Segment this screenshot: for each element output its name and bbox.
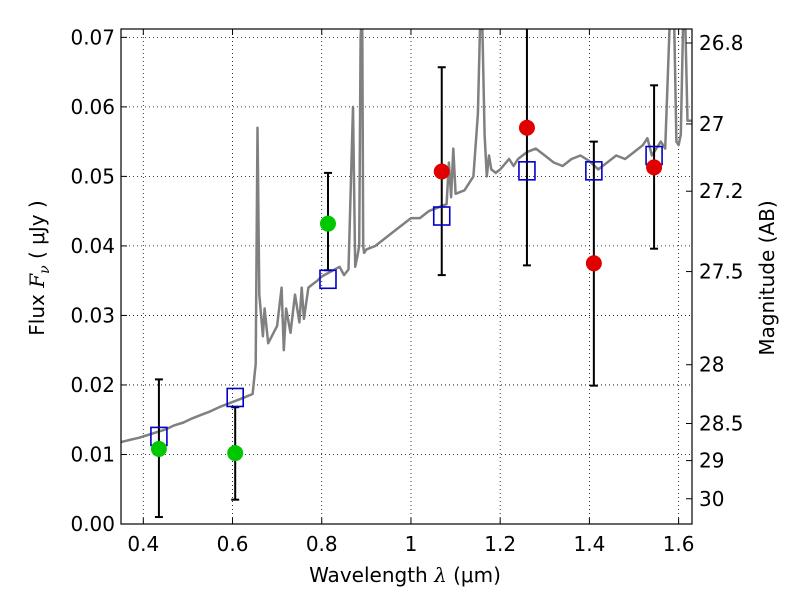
model-photometry-square	[585, 161, 603, 181]
magnitude-tick-label: 28.5	[699, 412, 744, 436]
magnitude-tick-label: 27.5	[699, 260, 744, 284]
plot-area	[121, 29, 692, 524]
model-photometry-square	[432, 206, 451, 226]
observed-optical-point	[227, 445, 244, 462]
magnitude-tick-label: 29	[699, 449, 724, 473]
y-tick-label: 0.04	[70, 234, 115, 258]
observed-infrared-point	[433, 163, 450, 180]
x-tick-labels: 0.4 0.6 0.8 1 1.2 1.4 1.6	[127, 532, 694, 556]
model-photometry-square	[226, 387, 244, 408]
y-tick-label: 0.03	[70, 303, 115, 327]
data-layer	[121, 29, 692, 444]
x-tick-label: 1.4	[573, 532, 605, 556]
observed-optical-point	[150, 440, 167, 457]
y-axis-label-text: Flux	[25, 294, 49, 336]
magnitude-tick-labels: 26.8 27 27.2 27.5 28 28.5 29 30	[699, 31, 744, 511]
x-tick-label: 1.6	[663, 532, 695, 556]
magnitude-tick-label: 30	[699, 487, 724, 511]
magnitude-tick-label: 27	[699, 112, 724, 136]
magnitude-tick-label: 28	[699, 353, 724, 377]
x-axis-label: Wavelength λ (μm)	[309, 563, 501, 587]
model-photometry-square	[518, 161, 536, 181]
x-tick-label: 1	[405, 532, 418, 556]
observed-infrared-point	[646, 159, 663, 176]
model-spectrum-line	[121, 29, 692, 444]
y-tick-label: 0.05	[70, 164, 115, 188]
observed-infrared-point	[518, 119, 535, 136]
y-tick-label: 0.00	[70, 512, 115, 536]
magnitude-tick-label: 26.8	[699, 31, 744, 55]
observed-infrared-point	[585, 255, 602, 272]
y-tick-label: 0.06	[70, 95, 115, 119]
model-photometry-square	[319, 269, 337, 290]
y-tick-label: 0.02	[70, 373, 115, 397]
magnitude-axis-label: Magnitude (AB)	[755, 200, 779, 355]
markers	[150, 119, 663, 462]
y-axis-label: Flux Fν ( μJy )	[25, 200, 53, 335]
x-tick-label: 0.4	[127, 532, 159, 556]
observed-optical-point	[319, 215, 336, 232]
flux-symbol: F	[25, 273, 49, 289]
grid	[121, 29, 692, 525]
x-axis-label-text: Wavelength	[309, 563, 428, 587]
lambda-symbol: λ	[433, 563, 447, 587]
x-axis-unit: (μm)	[453, 563, 501, 587]
y-tick-label: 0.07	[70, 25, 115, 49]
x-tick-label: 1.2	[484, 532, 516, 556]
y-tick-labels: 0.00 0.01 0.02 0.03 0.04 0.05 0.06 0.07	[70, 25, 115, 536]
x-tick-label: 0.6	[217, 532, 249, 556]
ticks	[121, 29, 692, 525]
x-tick-label: 0.8	[306, 532, 338, 556]
nu-subscript: ν	[37, 265, 53, 274]
y-tick-label: 0.01	[70, 442, 115, 466]
y-axis-unit: ( μJy )	[25, 200, 49, 259]
magnitude-tick-label: 27.2	[699, 179, 744, 203]
plot-frame	[120, 28, 693, 525]
